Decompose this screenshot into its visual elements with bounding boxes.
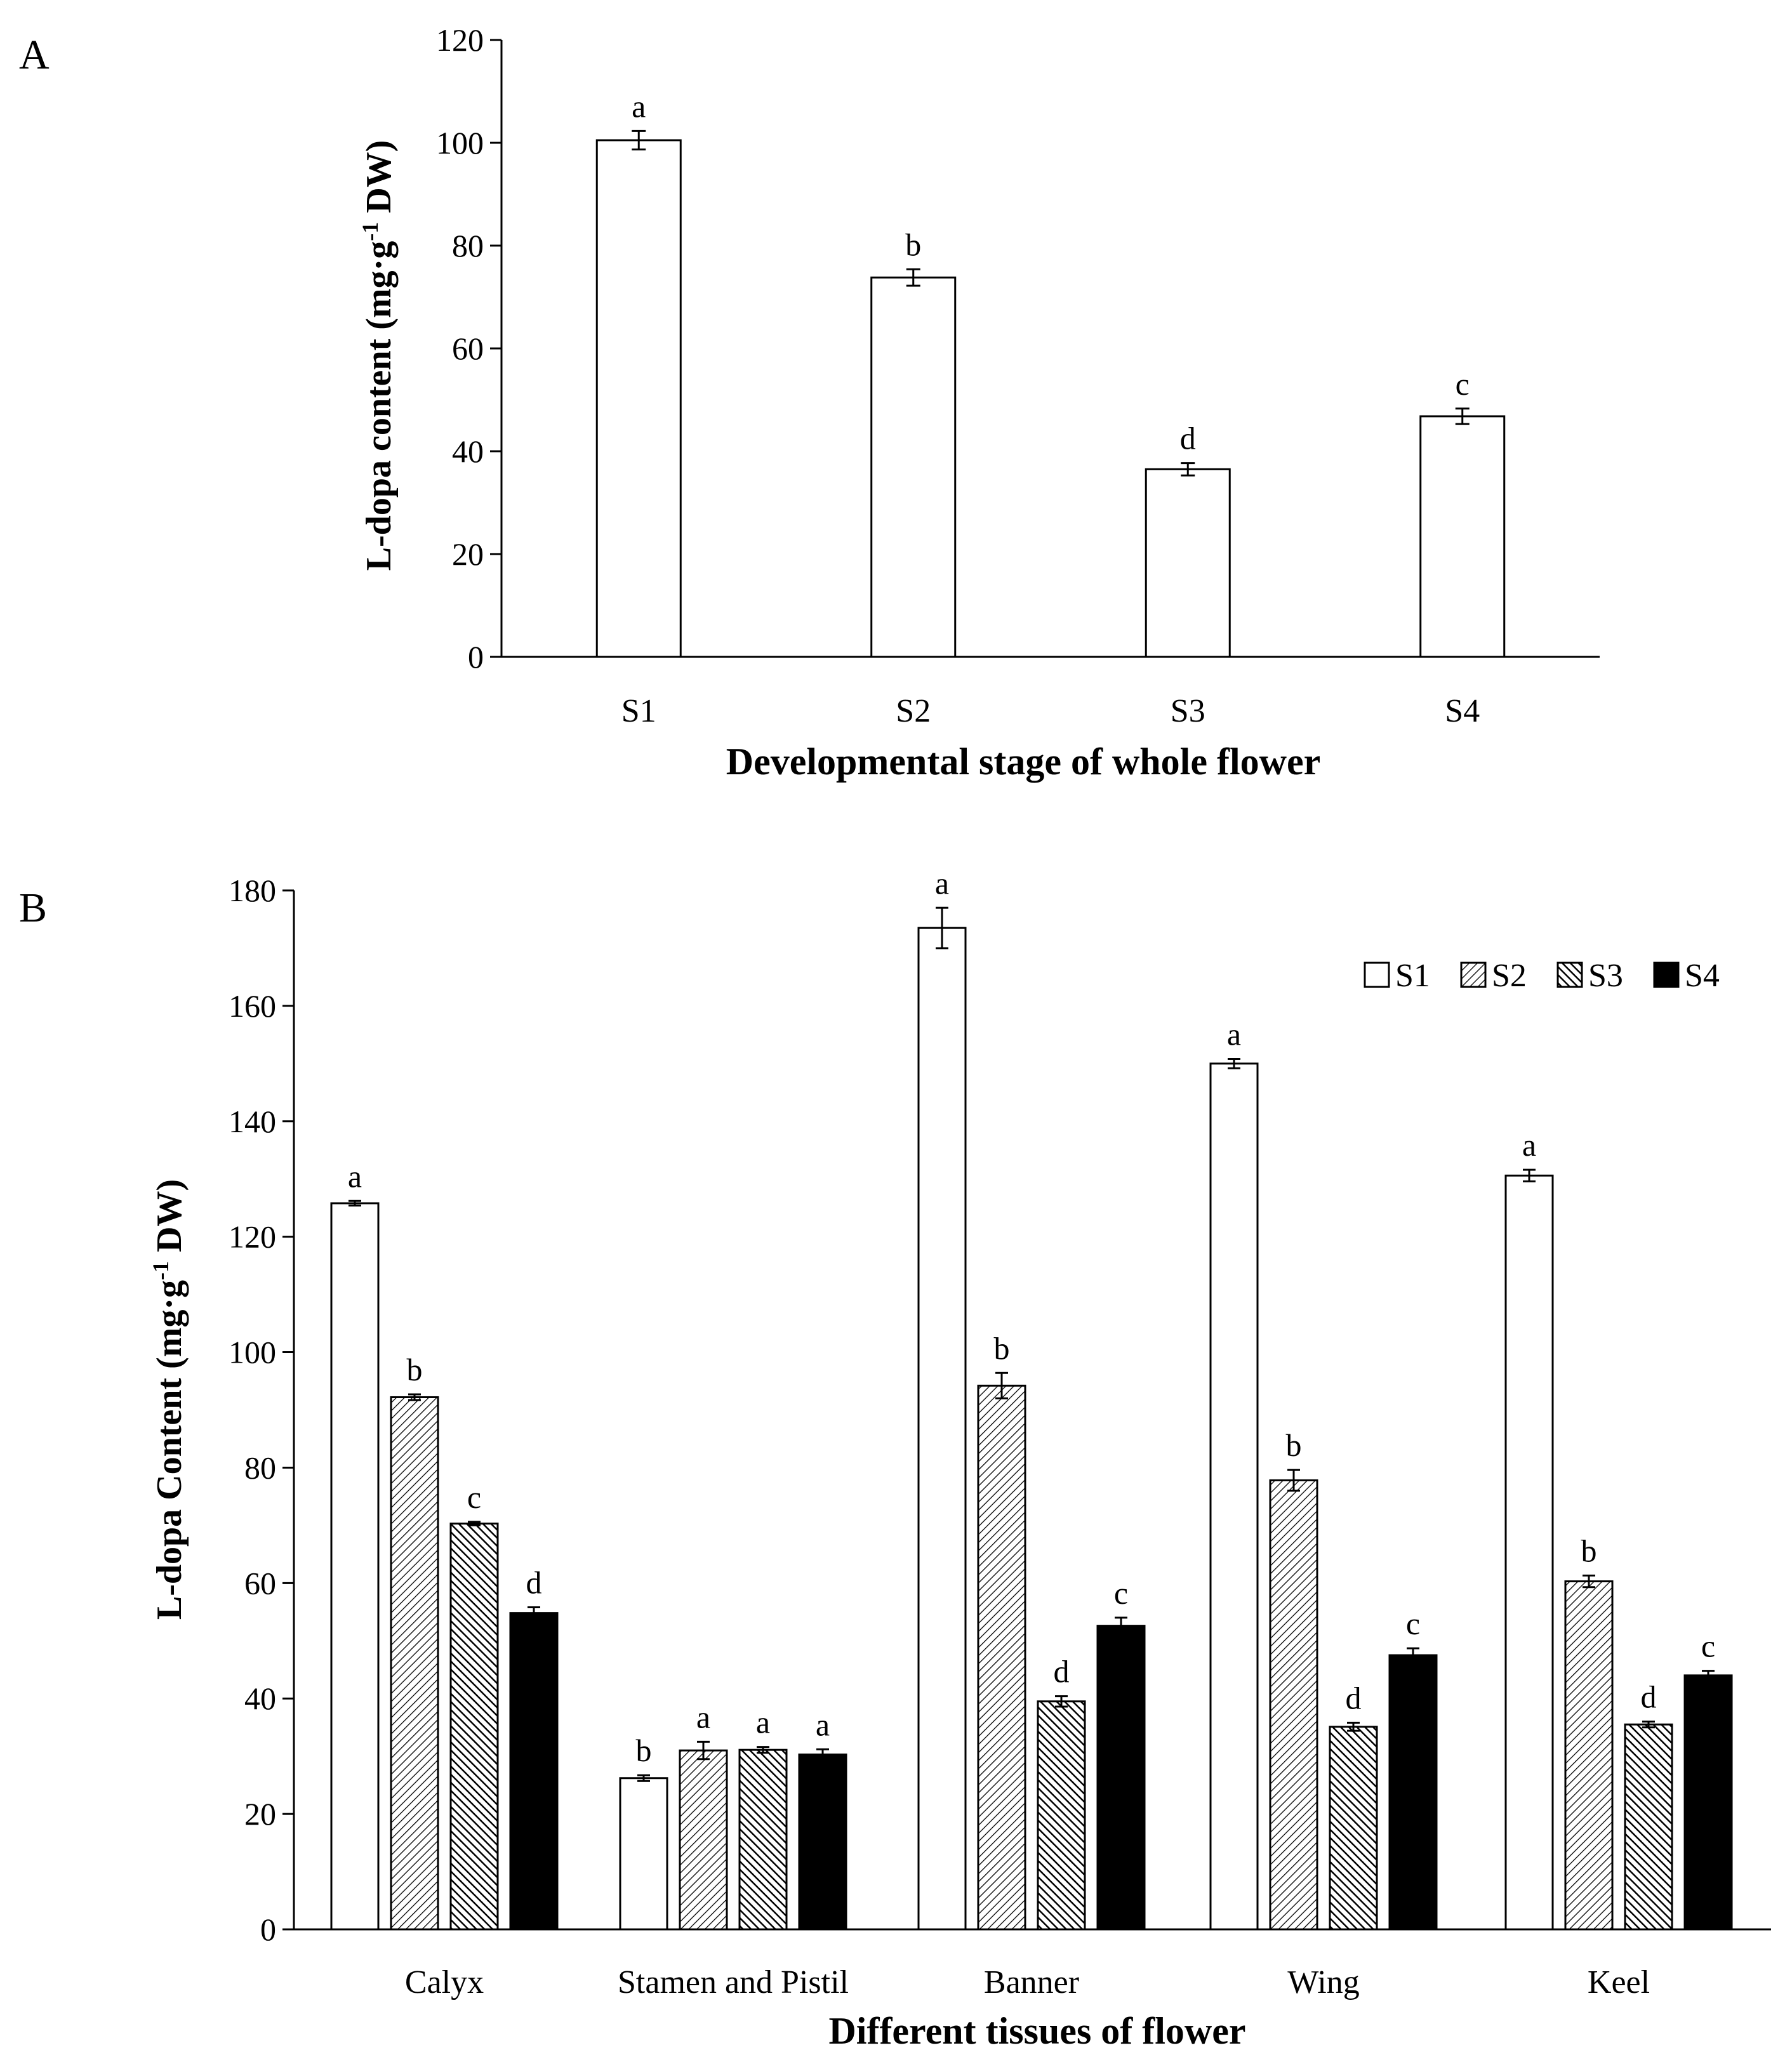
y-tick-label: 40: [452, 433, 484, 469]
legend-swatch-s4: [1653, 962, 1680, 988]
bar-s3: [1037, 1700, 1086, 1931]
y-tick-label: 100: [229, 1335, 276, 1370]
significance-letter: b: [994, 1330, 1010, 1366]
bar-s2: [870, 276, 957, 658]
chart-b: 0 20 40 60 80 100 120 140 160 180 a b c d Calyx b a a a Sta…: [229, 865, 1771, 2000]
legend-label-s4: S4: [1685, 958, 1720, 994]
significance-letter: a: [756, 1705, 770, 1740]
y-tick-label: 120: [436, 22, 484, 58]
y-tick-label: 80: [452, 228, 484, 263]
y-tick-label: 80: [244, 1450, 276, 1485]
bar-s3: [1145, 468, 1231, 658]
bar-s4: [1419, 415, 1506, 658]
significance-letter: c: [1114, 1575, 1128, 1611]
bar-s1: [1504, 1174, 1554, 1931]
y-tick-label: 160: [229, 988, 276, 1024]
significance-letter: a: [935, 865, 949, 901]
y-axis-title-a-sup: -1: [357, 222, 383, 241]
bar-s4: [1388, 1654, 1438, 1931]
y-axis-title-a: L-dopa content (mg·g-1 DW): [357, 140, 399, 571]
y-axis-title-a-end: DW): [359, 140, 399, 222]
bar-s2: [977, 1384, 1026, 1931]
y-tick-label: 120: [229, 1219, 276, 1255]
y-tick-label: 60: [244, 1565, 276, 1601]
y-tick-label: 100: [436, 125, 484, 161]
x-category-label: Stamen and Pistil: [618, 1964, 849, 2000]
bar-s1: [917, 927, 967, 1931]
legend-label-s1: S1: [1395, 958, 1430, 994]
bar-s1: [330, 1202, 380, 1931]
x-axis-title-a: Developmental stage of whole flower: [726, 741, 1320, 783]
y-tick-label: 0: [468, 639, 484, 675]
y-axis-title-b-main: L-dopa Content (mg·g: [150, 1280, 189, 1620]
y-axis-title-a-main: L-dopa content (mg·g: [359, 241, 399, 571]
bar-s2: [1564, 1580, 1614, 1931]
legend-swatch-s3: [1556, 962, 1583, 988]
significance-letter: d: [1346, 1680, 1362, 1715]
bar-s1: [595, 139, 682, 658]
x-category-label: S4: [1445, 693, 1480, 729]
significance-letter: a: [696, 1699, 710, 1735]
bar-s4: [509, 1612, 559, 1931]
x-category-label: Keel: [1588, 1964, 1650, 2000]
panel-label-a: A: [19, 32, 50, 78]
significance-letter: b: [1286, 1427, 1302, 1463]
legend-label-s3: S3: [1588, 958, 1623, 994]
x-category-label: Wing: [1287, 1964, 1359, 2000]
bar-s2: [390, 1396, 439, 1931]
y-tick-label: 180: [229, 873, 276, 908]
y-axis-title-b-sup: -1: [148, 1261, 173, 1280]
x-category-label: Calyx: [405, 1964, 484, 2000]
bar-s3: [1624, 1723, 1673, 1931]
significance-letter: a: [1227, 1017, 1241, 1052]
y-tick-label: 140: [229, 1104, 276, 1139]
significance-letter: c: [467, 1479, 481, 1515]
significance-letter: a: [816, 1707, 830, 1742]
significance-letter: b: [1581, 1533, 1597, 1569]
significance-letter: c: [1456, 366, 1470, 402]
significance-letter: d: [526, 1565, 542, 1601]
y-tick-label: 20: [244, 1796, 276, 1832]
significance-letter: a: [1522, 1127, 1536, 1163]
y-axis-title-b: L-dopa Content (mg·g-1 DW): [148, 1179, 189, 1620]
significance-letter: d: [1641, 1679, 1657, 1715]
legend-swatch-s2: [1460, 962, 1487, 988]
bar-s3: [738, 1748, 788, 1931]
x-axis-title-b: Different tissues of flower: [828, 2010, 1245, 2052]
significance-letter: a: [632, 88, 646, 124]
y-tick-label: 40: [244, 1681, 276, 1716]
significance-letter: b: [905, 227, 921, 262]
bar-s1: [619, 1777, 668, 1931]
significance-letter: d: [1180, 421, 1196, 456]
bar-s4: [798, 1753, 847, 1931]
significance-letter: d: [1054, 1654, 1070, 1689]
x-category-label: S1: [621, 693, 656, 729]
bar-s4: [1096, 1625, 1146, 1931]
panel-label-b: B: [19, 885, 47, 931]
legend-label-s2: S2: [1492, 958, 1527, 994]
y-tick-label: 0: [260, 1912, 276, 1947]
bar-s3: [449, 1523, 499, 1931]
significance-letter: a: [348, 1158, 362, 1194]
significance-letter: c: [1406, 1606, 1420, 1641]
bar-s4: [1683, 1674, 1733, 1931]
y-tick-label: 60: [452, 331, 484, 366]
x-category-label: S3: [1171, 693, 1205, 729]
legend: S1 S2 S3 S4: [1364, 958, 1720, 994]
bar-s2: [1269, 1479, 1318, 1931]
x-category-label: S2: [896, 693, 931, 729]
chart-a: 0 20 40 60 80 100 120 a S1 b S2 d S3 c S4: [436, 22, 1600, 729]
legend-swatch-s1: [1364, 962, 1390, 988]
bar-s3: [1329, 1726, 1378, 1931]
y-axis-title-b-end: DW): [150, 1179, 189, 1261]
x-category-label: Banner: [984, 1964, 1079, 2000]
significance-letter: b: [407, 1352, 423, 1387]
y-tick-label: 20: [452, 536, 484, 572]
bar-s2: [679, 1749, 728, 1931]
bar-s1: [1209, 1062, 1259, 1931]
significance-letter: b: [636, 1733, 652, 1768]
significance-letter: c: [1701, 1629, 1715, 1664]
